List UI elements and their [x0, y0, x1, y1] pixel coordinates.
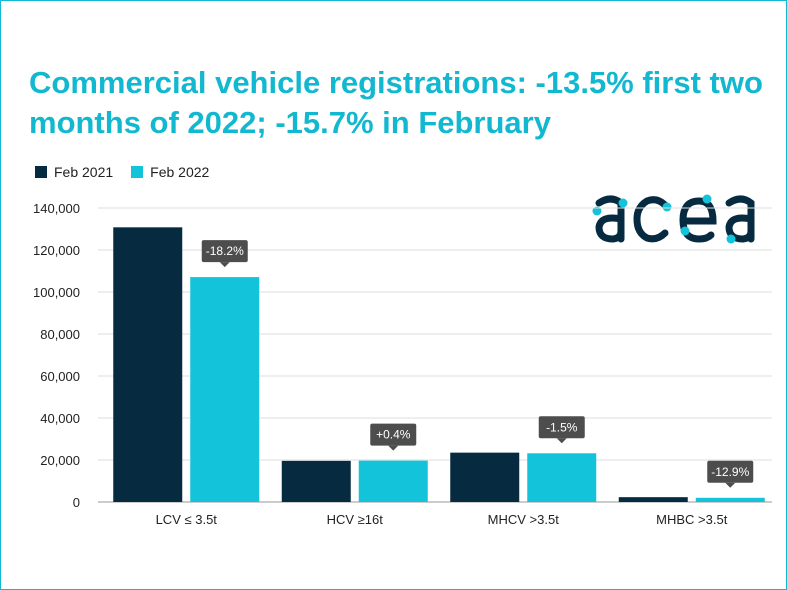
bar-feb-2022	[527, 453, 597, 502]
legend-label-feb-2022: Feb 2022	[150, 164, 210, 180]
bar-feb-2021	[281, 460, 351, 502]
legend-item-feb-2021: Feb 2021	[35, 164, 113, 180]
legend-swatch-feb-2022	[131, 166, 144, 178]
legend: Feb 2021 Feb 2022	[35, 164, 227, 180]
acea-logo	[592, 194, 755, 244]
annotation-pointer	[388, 445, 399, 451]
legend-swatch-feb-2021	[35, 166, 47, 178]
annotation-pointer	[725, 482, 736, 488]
y-tick-label: 0	[73, 495, 80, 510]
annotation-box	[370, 423, 417, 446]
y-tick-label: 40,000	[40, 411, 80, 426]
y-tick-label: 60,000	[40, 369, 80, 384]
y-tick-label: 120,000	[33, 243, 80, 258]
annotation-box	[707, 460, 754, 483]
bar-feb-2022	[190, 277, 260, 502]
legend-label-feb-2021: Feb 2021	[54, 164, 114, 180]
bar-feb-2022	[358, 460, 428, 502]
annotation-box	[538, 416, 585, 439]
annotation-box	[201, 240, 248, 263]
x-category-label: MHBC >3.5t	[656, 512, 728, 527]
x-category-label: HCV ≥16t	[327, 512, 384, 527]
bar-feb-2021	[450, 452, 520, 502]
annotation-label: -18.2%	[206, 244, 244, 258]
y-tick-label: 100,000	[33, 285, 80, 300]
annotation-pointer	[556, 438, 567, 444]
annotation-label: -12.9%	[711, 465, 749, 479]
annotation-pointer	[219, 262, 230, 268]
legend-item-feb-2022: Feb 2022	[131, 164, 209, 180]
y-tick-label: 140,000	[33, 201, 80, 216]
y-tick-label: 20,000	[40, 453, 80, 468]
x-category-label: LCV ≤ 3.5t	[156, 512, 218, 527]
acea-logo-dots	[592, 194, 736, 244]
annotation-label: +0.4%	[376, 428, 411, 442]
chart-title: Commercial vehicle registrations: -13.5%…	[29, 65, 763, 140]
bar-feb-2021	[113, 227, 183, 502]
bar-feb-2022	[695, 497, 765, 502]
x-category-label: MHCV >3.5t	[488, 512, 560, 527]
acea-logo-text	[595, 195, 755, 243]
y-tick-label: 80,000	[40, 327, 80, 342]
bar-feb-2021	[618, 497, 688, 502]
annotation-label: -1.5%	[546, 420, 578, 434]
